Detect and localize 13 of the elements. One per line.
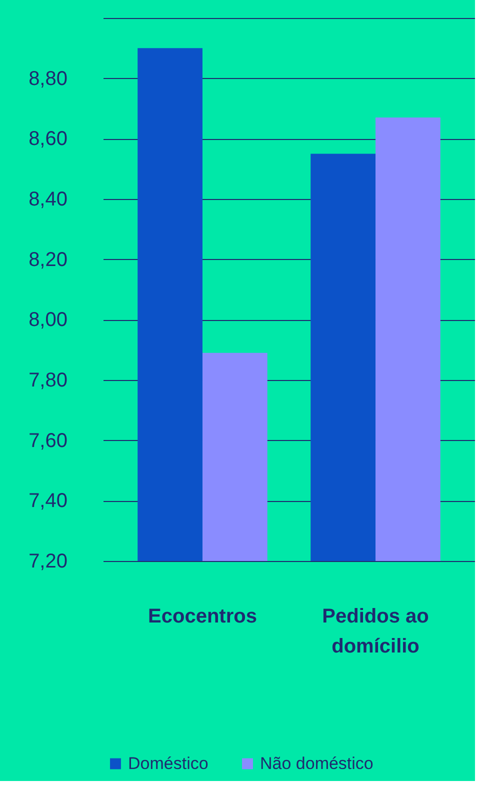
y-tick-label: 8,00 xyxy=(28,309,68,332)
y-tick-label: 8,40 xyxy=(28,188,68,210)
y-tick-label: 8,80 xyxy=(28,68,68,90)
x-tick-label: Pedidos ao domícilio xyxy=(322,606,429,658)
legend-label: Doméstico xyxy=(128,754,208,773)
x-tick-label: Ecocentros xyxy=(148,606,257,628)
y-tick-label: 8,60 xyxy=(28,128,68,150)
y-tick-label: 7,80 xyxy=(28,370,68,392)
y-tick-label: 7,40 xyxy=(28,490,68,512)
y-tick-label: 7,20 xyxy=(28,550,68,572)
y-tick-label: 7,60 xyxy=(28,430,68,452)
y-tick-label: 8,20 xyxy=(28,248,68,271)
legend-label: Não doméstico xyxy=(260,754,374,773)
